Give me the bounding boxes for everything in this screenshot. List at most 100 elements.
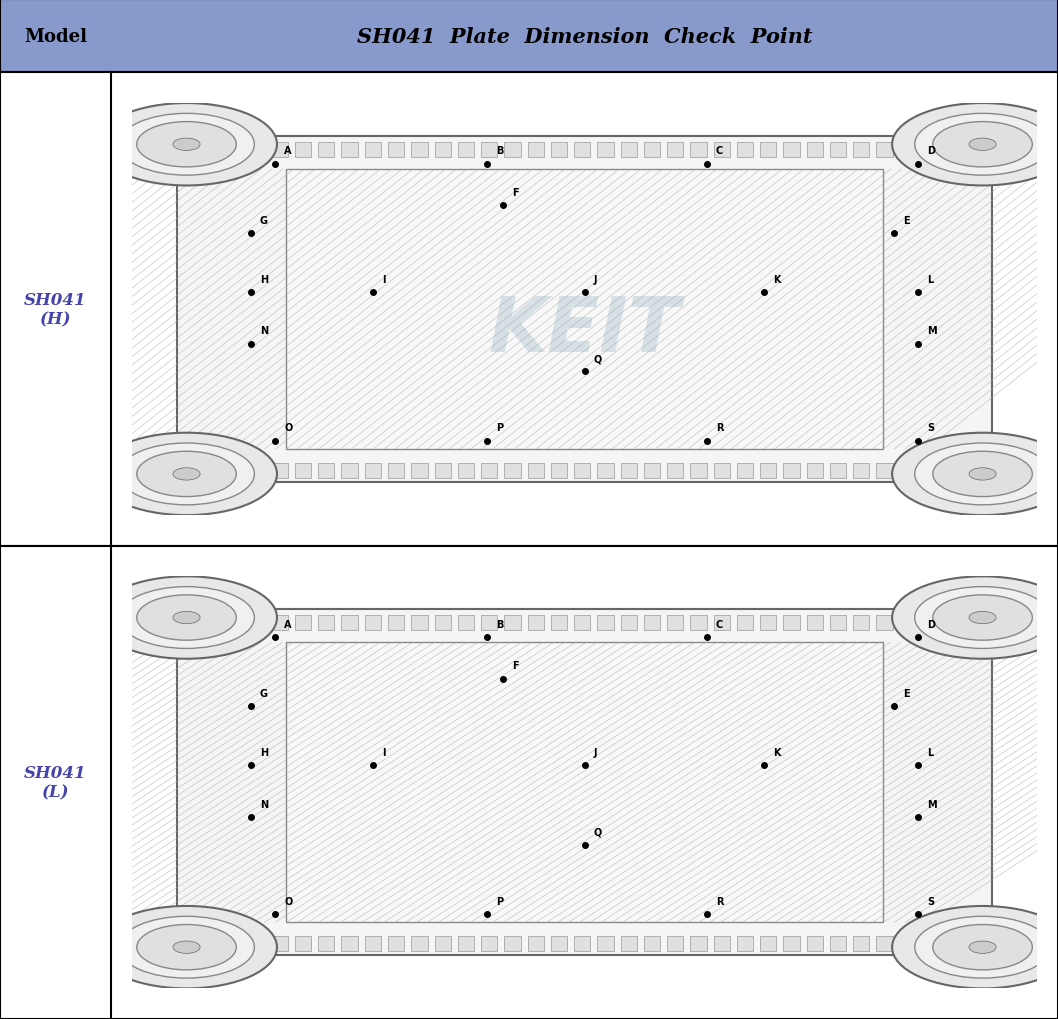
Circle shape bbox=[915, 114, 1051, 176]
Bar bbox=[551, 615, 567, 631]
Text: SH041
(H): SH041 (H) bbox=[24, 291, 87, 328]
Circle shape bbox=[969, 469, 997, 481]
Bar bbox=[202, 615, 218, 631]
Bar bbox=[969, 936, 986, 952]
Bar bbox=[783, 936, 800, 952]
Bar bbox=[876, 615, 893, 631]
Circle shape bbox=[172, 942, 200, 954]
Bar bbox=[295, 464, 311, 479]
Bar bbox=[760, 615, 777, 631]
Bar bbox=[505, 615, 521, 631]
Text: E: E bbox=[902, 215, 910, 225]
Bar bbox=[458, 615, 474, 631]
Bar bbox=[853, 143, 870, 158]
Bar bbox=[388, 936, 404, 952]
Bar bbox=[714, 143, 730, 158]
Text: I: I bbox=[382, 274, 385, 284]
Text: SH041  Plate  Dimension  Check  Point: SH041 Plate Dimension Check Point bbox=[357, 26, 813, 47]
Text: H: H bbox=[260, 274, 268, 284]
Bar bbox=[458, 143, 474, 158]
Bar bbox=[737, 615, 753, 631]
Bar bbox=[481, 143, 497, 158]
Bar bbox=[806, 615, 823, 631]
Text: N: N bbox=[260, 799, 268, 809]
Text: B: B bbox=[496, 147, 504, 156]
Text: M: M bbox=[928, 326, 937, 336]
Text: G: G bbox=[260, 688, 268, 698]
Bar bbox=[318, 615, 334, 631]
Bar bbox=[760, 464, 777, 479]
Bar bbox=[412, 143, 427, 158]
Bar bbox=[318, 936, 334, 952]
Bar bbox=[458, 464, 474, 479]
Bar bbox=[412, 936, 427, 952]
Bar bbox=[481, 936, 497, 952]
Bar bbox=[412, 464, 427, 479]
Bar bbox=[598, 143, 614, 158]
Text: N: N bbox=[260, 326, 268, 336]
Bar bbox=[899, 464, 916, 479]
Bar bbox=[829, 936, 846, 952]
Circle shape bbox=[136, 924, 236, 970]
Bar bbox=[318, 143, 334, 158]
Bar bbox=[574, 143, 590, 158]
Circle shape bbox=[136, 122, 236, 168]
Circle shape bbox=[969, 611, 997, 624]
Bar bbox=[272, 464, 288, 479]
Bar bbox=[876, 464, 893, 479]
Circle shape bbox=[915, 443, 1051, 505]
Bar bbox=[225, 143, 241, 158]
Text: J: J bbox=[594, 274, 597, 284]
Bar bbox=[249, 936, 264, 952]
Bar bbox=[505, 143, 521, 158]
Bar bbox=[286, 643, 883, 922]
Bar bbox=[295, 615, 311, 631]
Bar bbox=[621, 143, 637, 158]
Bar bbox=[806, 143, 823, 158]
Bar bbox=[528, 464, 544, 479]
Bar bbox=[691, 936, 707, 952]
Circle shape bbox=[892, 104, 1058, 186]
Bar bbox=[365, 936, 381, 952]
Bar bbox=[923, 143, 940, 158]
Bar bbox=[829, 464, 846, 479]
Bar bbox=[342, 936, 358, 952]
Bar bbox=[969, 464, 986, 479]
Bar bbox=[644, 464, 660, 479]
Text: H: H bbox=[260, 747, 268, 757]
FancyBboxPatch shape bbox=[0, 546, 1058, 1019]
Bar bbox=[598, 615, 614, 631]
Circle shape bbox=[136, 451, 236, 497]
Bar bbox=[435, 936, 451, 952]
Bar bbox=[179, 936, 195, 952]
Bar bbox=[946, 615, 963, 631]
Bar bbox=[365, 464, 381, 479]
Bar bbox=[714, 464, 730, 479]
Bar bbox=[551, 464, 567, 479]
Bar bbox=[202, 936, 218, 952]
Text: B: B bbox=[496, 620, 504, 629]
Bar bbox=[737, 936, 753, 952]
Text: K: K bbox=[772, 274, 780, 284]
Bar bbox=[295, 143, 311, 158]
Bar bbox=[505, 936, 521, 952]
Bar bbox=[388, 615, 404, 631]
Bar bbox=[551, 143, 567, 158]
Bar bbox=[388, 464, 404, 479]
Circle shape bbox=[118, 587, 254, 649]
Circle shape bbox=[915, 587, 1051, 649]
Bar bbox=[806, 936, 823, 952]
Bar bbox=[806, 464, 823, 479]
Circle shape bbox=[933, 595, 1033, 641]
Bar bbox=[783, 143, 800, 158]
Bar bbox=[179, 464, 195, 479]
Bar bbox=[691, 143, 707, 158]
Bar bbox=[225, 464, 241, 479]
Bar bbox=[829, 615, 846, 631]
Text: J: J bbox=[594, 747, 597, 757]
Bar bbox=[272, 936, 288, 952]
Bar bbox=[249, 615, 264, 631]
Bar bbox=[899, 936, 916, 952]
Text: S: S bbox=[928, 423, 934, 433]
Bar bbox=[853, 936, 870, 952]
